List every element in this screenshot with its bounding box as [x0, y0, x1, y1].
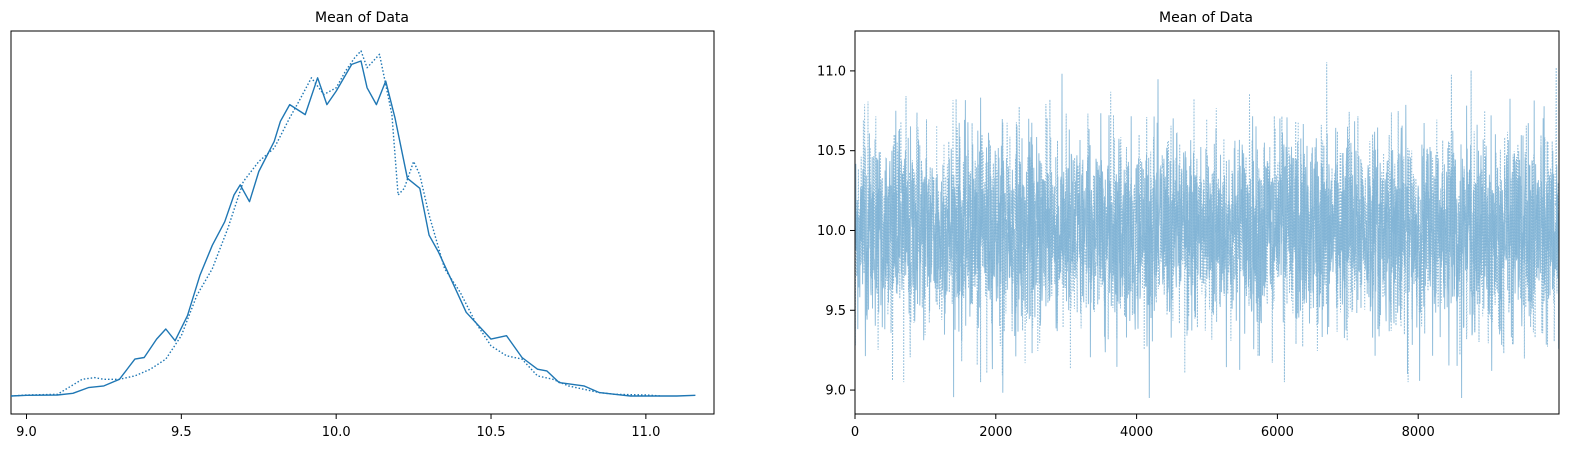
- x-tick-label: 9.0: [16, 425, 37, 440]
- density-line-dotted: [10, 50, 662, 397]
- trace-lines: [854, 62, 1560, 399]
- x-tick-label: 9.5: [171, 425, 192, 440]
- x-tick-label: 4000: [1120, 425, 1153, 440]
- density-lines: [10, 50, 696, 397]
- trace-plot-frame: [854, 30, 1560, 415]
- density-plot-title: Mean of Data: [315, 10, 409, 26]
- density-plot-frame: [10, 30, 715, 415]
- y-tick-label: 9.5: [825, 304, 846, 319]
- density-line-solid: [10, 60, 696, 397]
- y-tick-label: 10.0: [817, 224, 846, 239]
- x-tick-label: 2000: [979, 425, 1012, 440]
- trace-x-axis: 0 2000 4000 6000 8000: [851, 414, 1435, 440]
- y-tick-label: 11.0: [817, 64, 846, 79]
- x-tick-label: 0: [851, 425, 859, 440]
- trace-plot: Mean of Data 0 2000 4000 6000 8000 9.0 9.5 10.…: [817, 10, 1560, 440]
- density-plot: Mean of Data 9.0 9.5 10.0 10.5 11.0: [10, 10, 715, 440]
- trace-plot-title: Mean of Data: [1159, 10, 1253, 26]
- trace-line-dotted: [854, 62, 1560, 383]
- x-tick-label: 8000: [1402, 425, 1435, 440]
- x-tick-label: 10.5: [477, 425, 506, 440]
- x-tick-label: 10.0: [322, 425, 351, 440]
- x-tick-label: 6000: [1261, 425, 1294, 440]
- y-tick-label: 9.0: [825, 384, 846, 399]
- x-tick-label: 11.0: [631, 425, 660, 440]
- y-tick-label: 10.5: [817, 144, 846, 159]
- density-x-axis: 9.0 9.5 10.0 10.5 11.0: [16, 414, 660, 440]
- trace-y-axis: 9.0 9.5 10.0 10.5 11.0: [817, 64, 855, 399]
